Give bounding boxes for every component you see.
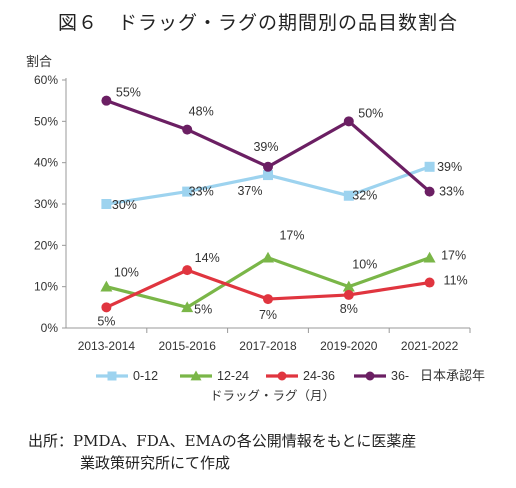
data-point xyxy=(343,190,354,201)
legend-label: 36- xyxy=(391,369,409,383)
data-point xyxy=(423,251,436,263)
y-tick-label: 50% xyxy=(34,114,58,128)
y-tick-label: 40% xyxy=(34,156,58,170)
data-label: 55% xyxy=(116,86,141,100)
legend-title: ドラッグ・ラグ（月） xyxy=(210,389,335,403)
data-label: 33% xyxy=(439,185,464,199)
data-point xyxy=(101,302,112,313)
data-point xyxy=(182,186,193,197)
data-label: 10% xyxy=(114,266,139,280)
data-label: 48% xyxy=(189,105,214,119)
data-point xyxy=(424,277,435,288)
y-axis-label: 割合 xyxy=(26,54,52,69)
data-point xyxy=(181,301,194,313)
data-label: 7% xyxy=(259,308,277,322)
legend-label: 0-12 xyxy=(133,369,158,383)
data-point xyxy=(263,170,273,181)
data-label: 37% xyxy=(237,184,262,198)
x-tick-label: 2013-2014 xyxy=(78,339,136,353)
legend-marker xyxy=(107,371,117,381)
legend-label: 12-24 xyxy=(217,369,249,383)
data-label: 33% xyxy=(189,185,214,199)
data-label: 5% xyxy=(194,302,212,316)
source-note: 出所：PMDA、FDA、EMAの各公開情報をもとに医薬産 業政策研究所にて作成 xyxy=(28,430,498,474)
y-tick-label: 20% xyxy=(34,238,58,252)
x-tick-label: 2021-2022 xyxy=(401,339,459,353)
data-point xyxy=(342,280,355,292)
data-point xyxy=(263,294,273,305)
data-point xyxy=(101,95,112,106)
line-chart: 割合 0% 10% 20% 30% 40% 50% 60% 2013-2014 2015-2016… xyxy=(26,54,485,403)
data-point xyxy=(101,199,112,209)
data-point xyxy=(100,280,113,292)
chart-title: 図６ ドラッグ・ラグの期間別の品目数割合 xyxy=(57,12,458,34)
y-tick-label: 10% xyxy=(34,280,58,294)
legend-marker xyxy=(365,371,375,381)
data-label: 5% xyxy=(97,314,115,328)
y-tick-label: 0% xyxy=(41,321,59,335)
source-line-2: 業政策研究所にて作成 xyxy=(80,454,231,472)
data-label: 14% xyxy=(195,251,220,265)
y-tick-label: 60% xyxy=(34,73,58,87)
data-point xyxy=(182,124,193,135)
data-label: 50% xyxy=(358,106,383,120)
source-line-1: 出所：PMDA、FDA、EMAの各公開情報をもとに医薬産 xyxy=(28,432,417,450)
legend-marker xyxy=(190,370,202,381)
x-tick-label: 2015-2016 xyxy=(159,339,217,353)
data-label: 17% xyxy=(279,229,304,243)
data-point xyxy=(424,161,435,172)
data-point xyxy=(182,265,193,276)
data-label: 11% xyxy=(444,274,468,288)
data-label: 32% xyxy=(352,189,377,203)
data-point xyxy=(343,116,354,127)
legend-note: 日本承認年 xyxy=(420,368,485,383)
x-tick-label: 2017-2018 xyxy=(239,339,297,353)
x-tick-label: 2019-2020 xyxy=(320,339,378,353)
data-point xyxy=(424,186,435,197)
data-label: 39% xyxy=(253,140,278,154)
data-label: 39% xyxy=(437,160,462,174)
data-point xyxy=(263,161,273,172)
data-point xyxy=(343,289,354,300)
data-label: 8% xyxy=(340,302,358,316)
data-label: 30% xyxy=(112,198,137,212)
data-label: 10% xyxy=(352,258,377,272)
y-tick-label: 30% xyxy=(34,197,58,211)
legend-marker xyxy=(277,371,287,381)
legend-label: 24-36 xyxy=(303,369,335,383)
data-label: 17% xyxy=(441,249,466,263)
data-point xyxy=(262,251,274,263)
